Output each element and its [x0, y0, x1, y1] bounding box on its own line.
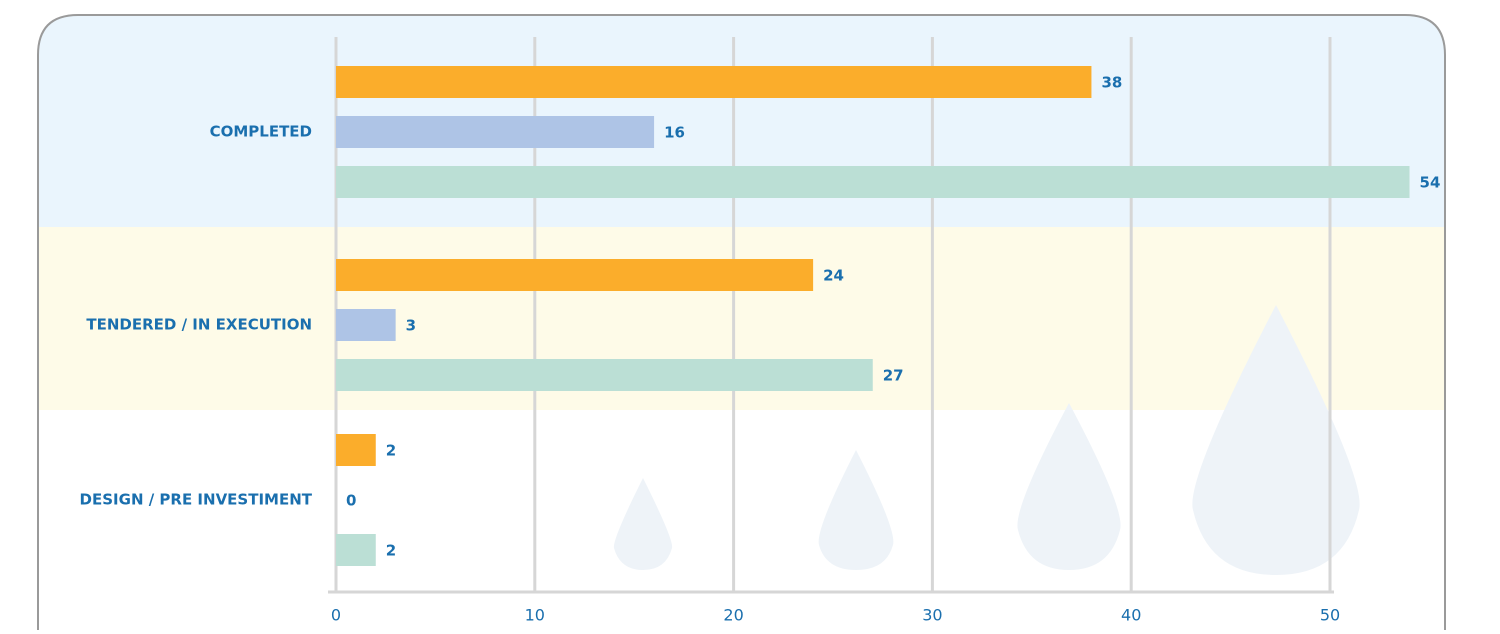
value-label: 54: [1420, 174, 1441, 192]
value-label: 24: [823, 267, 844, 285]
bar: [336, 534, 376, 566]
bar: [336, 116, 655, 148]
bar: [336, 434, 376, 466]
value-label: 2: [386, 442, 396, 460]
value-label: 2: [386, 542, 396, 560]
bar: [336, 166, 1410, 198]
bar: [336, 309, 396, 341]
category-label: TENDERED / IN EXECUTION: [86, 316, 312, 334]
category-label: COMPLETED: [210, 123, 312, 141]
value-label: 16: [664, 124, 685, 142]
category-label: DESIGN / PRE INVESTIMENT: [80, 491, 313, 509]
value-label: 0: [346, 492, 356, 510]
drop: [1017, 403, 1121, 570]
x-tick-label: 0: [331, 606, 341, 625]
panel-border: [37, 14, 1446, 634]
value-label: 38: [1101, 74, 1122, 92]
bar: [336, 259, 814, 291]
bar: [336, 66, 1092, 98]
drop: [613, 478, 673, 570]
drops: [613, 305, 1360, 575]
x-tick-label: 40: [1121, 606, 1141, 625]
drop: [818, 450, 894, 570]
drop: [1192, 305, 1360, 575]
x-tick-label: 50: [1320, 606, 1340, 625]
value-label: 3: [406, 317, 416, 335]
bar: [336, 359, 873, 391]
x-tick-label: 10: [525, 606, 545, 625]
x-tick-label: 20: [723, 606, 743, 625]
value-label: 27: [883, 367, 904, 385]
x-tick-label: 30: [922, 606, 942, 625]
